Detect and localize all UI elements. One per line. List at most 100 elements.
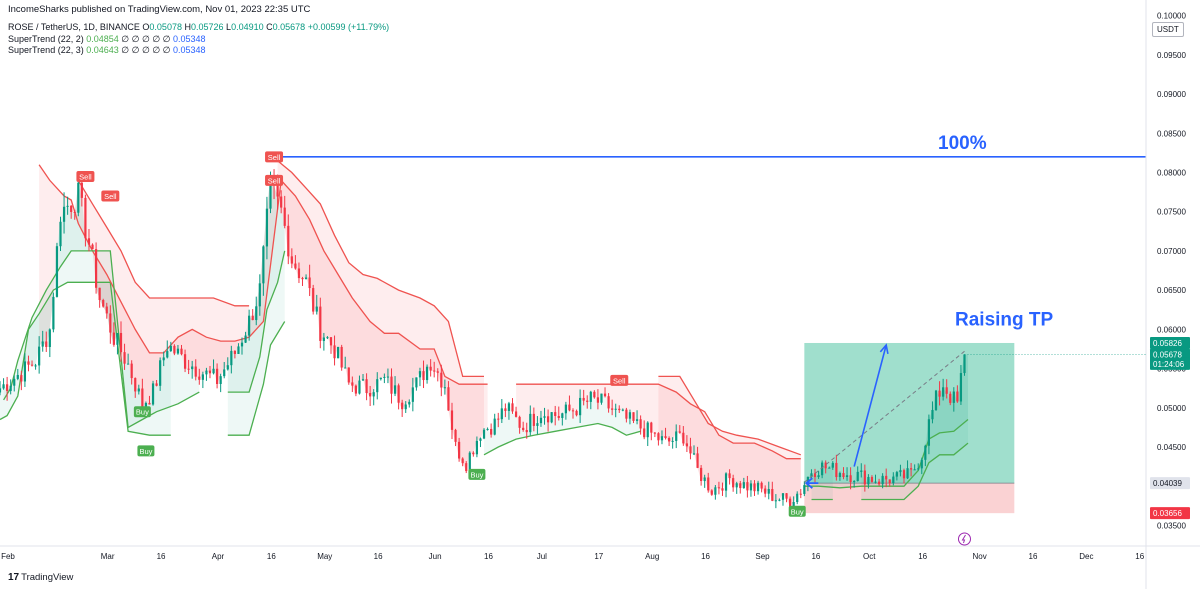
- symbol-name: ROSE / TetherUS, 1D, BINANCE: [8, 22, 140, 32]
- candle: [333, 345, 336, 359]
- candle: [575, 410, 578, 416]
- candle: [892, 476, 895, 484]
- tradingview-brand: TradingView: [21, 572, 74, 583]
- signal-badge: [468, 468, 486, 480]
- candle: [582, 397, 585, 401]
- candle: [824, 462, 827, 469]
- candle: [112, 332, 115, 345]
- price-tick: 0.08500: [1157, 129, 1186, 138]
- candle: [888, 479, 891, 484]
- candle: [756, 482, 760, 492]
- price-tick: 0.04500: [1157, 443, 1186, 452]
- candle: [934, 390, 938, 410]
- candle: [208, 370, 212, 374]
- candle: [881, 475, 884, 485]
- candle: [151, 383, 155, 405]
- open-value: 0.05078: [149, 22, 182, 32]
- candle: [312, 288, 315, 312]
- candle: [155, 383, 158, 386]
- candle: [739, 483, 742, 489]
- low-label: L: [226, 22, 232, 32]
- candle: [956, 391, 959, 402]
- candle: [358, 380, 361, 394]
- candle: [337, 346, 340, 359]
- candle: [59, 221, 62, 247]
- candle: [764, 488, 767, 494]
- lightning-icon: [961, 534, 966, 544]
- candle: [550, 412, 553, 423]
- candle: [600, 393, 603, 403]
- candle: [486, 428, 489, 430]
- candle: [45, 341, 48, 347]
- candle: [703, 477, 706, 482]
- supertrend-fill-red: [277, 160, 484, 472]
- candle: [781, 493, 785, 500]
- candle: [386, 376, 390, 378]
- candle: [732, 478, 735, 488]
- candle: [265, 208, 269, 247]
- candle: [607, 396, 610, 409]
- currency-button[interactable]: USDT: [1152, 22, 1184, 37]
- candle: [447, 387, 450, 411]
- candle: [490, 428, 493, 435]
- candle: [507, 403, 511, 411]
- candle: [817, 475, 820, 478]
- candle: [109, 313, 112, 333]
- candle: [828, 467, 831, 469]
- candle: [454, 429, 457, 442]
- candle: [493, 418, 496, 435]
- candle: [838, 473, 842, 478]
- time-tick: Apr: [212, 552, 225, 561]
- candle: [952, 391, 955, 403]
- indicator-value: 0.04643: [86, 45, 119, 55]
- signal-badge: [788, 505, 806, 517]
- candle: [856, 471, 859, 482]
- candle: [194, 366, 197, 377]
- candle: [119, 332, 123, 353]
- candle: [799, 493, 802, 495]
- candle: [749, 483, 753, 491]
- candle: [468, 452, 471, 472]
- candle: [77, 182, 80, 213]
- candle: [845, 475, 849, 477]
- time-tick: Mar: [101, 552, 115, 561]
- price-label-box: [1150, 336, 1190, 349]
- price-label-box: [1150, 348, 1190, 361]
- indicator-legend-1[interactable]: SuperTrend (22, 2) 0.04854 ∅ ∅ ∅ ∅ ∅ 0.0…: [8, 34, 206, 45]
- candle: [724, 473, 728, 491]
- signal-badge: [265, 151, 284, 163]
- price-tick: 0.09500: [1157, 51, 1186, 60]
- candle: [625, 409, 628, 419]
- candle: [564, 404, 567, 414]
- time-tick: Sep: [755, 552, 770, 561]
- supertrend-22-3-red: [277, 160, 484, 378]
- candle: [6, 384, 9, 391]
- candle: [66, 205, 69, 207]
- tradingview-logo[interactable]: 17 TradingView: [8, 572, 73, 583]
- signal-label: Sell: [79, 172, 92, 181]
- candle: [351, 382, 354, 386]
- candle: [497, 418, 500, 420]
- supertrend-fill-green: [0, 182, 171, 436]
- candle: [87, 238, 91, 245]
- target-arrow-head: [879, 343, 889, 355]
- indicator-legend-2[interactable]: SuperTrend (22, 3) 0.04643 ∅ ∅ ∅ ∅ ∅ 0.0…: [8, 45, 206, 56]
- price-label-box: [1150, 507, 1190, 520]
- candle: [525, 429, 528, 433]
- supertrend-22-2-green: [483, 422, 641, 456]
- time-tick: Jul: [537, 552, 547, 561]
- symbol-legend[interactable]: ROSE / TetherUS, 1D, BINANCE O0.05078 H0…: [8, 22, 389, 33]
- candle: [401, 402, 404, 410]
- candle: [870, 476, 874, 482]
- candle: [682, 432, 685, 444]
- candle: [361, 379, 365, 381]
- candle: [710, 490, 713, 495]
- candle: [910, 468, 913, 470]
- supertrend-22-2-green: [804, 419, 969, 489]
- candle: [70, 205, 73, 212]
- price-tick: 0.10000: [1157, 12, 1186, 21]
- candle: [269, 175, 272, 209]
- candle: [689, 446, 692, 454]
- price-tick: 0.09000: [1157, 90, 1186, 99]
